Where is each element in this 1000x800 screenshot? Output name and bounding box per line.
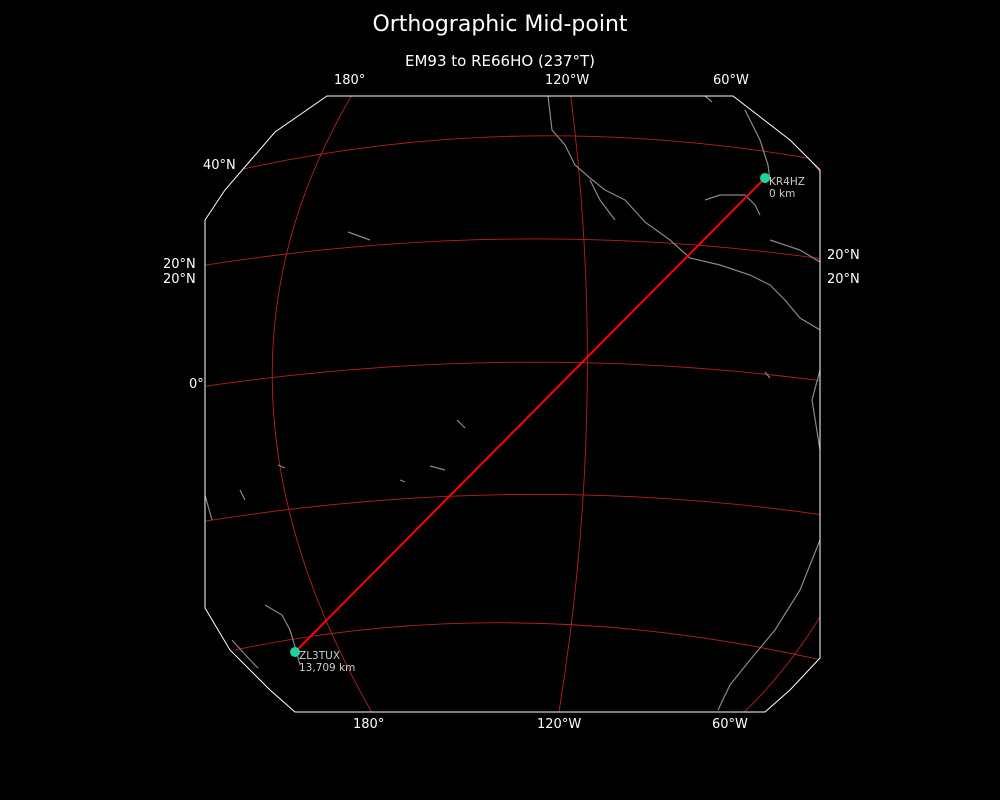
graticule: [205, 96, 820, 712]
station-call: ZL3TUX: [299, 650, 341, 662]
station-marker-kr4hz[interactable]: [760, 173, 770, 183]
lon-label-top: 180°: [334, 73, 366, 88]
map-frame: [204, 95, 821, 713]
lat-label-right: 20°N: [827, 248, 860, 263]
station-marker-zl3tux[interactable]: [290, 647, 300, 657]
lat-label-right: 20°N: [827, 272, 860, 287]
meridian-60w-top: [732, 96, 820, 186]
lat-label-left: 0°: [189, 377, 204, 392]
lat-label-left: 40°N: [203, 158, 236, 173]
station-label-kr4hz: KR4HZ 0 km: [769, 176, 805, 200]
station-call: KR4HZ: [769, 176, 805, 188]
lon-label-top: 120°W: [545, 73, 590, 88]
parallel-40s: [234, 622, 820, 663]
great-circle-path: [294, 177, 766, 653]
lat-label-left: 20°N: [163, 272, 196, 287]
lon-label-bottom: 120°W: [537, 717, 582, 732]
lat-label-left: 20°N: [163, 257, 196, 272]
station-distance: 13,709 km: [299, 662, 356, 674]
meridian-180: [271, 96, 376, 712]
meridian-60w-bottom: [737, 599, 820, 712]
lon-label-top: 60°W: [713, 73, 749, 88]
lon-label-bottom: 180°: [353, 717, 385, 732]
station-distance: 0 km: [769, 188, 796, 200]
map-subtitle: EM93 to RE66HO (237°T): [405, 52, 595, 70]
coastlines: [205, 96, 820, 711]
station-label-zl3tux: ZL3TUX 13,709 km: [299, 650, 355, 674]
lon-label-bottom: 60°W: [712, 717, 748, 732]
parallel-20s: [205, 493, 820, 523]
map-title: Orthographic Mid-point: [372, 12, 628, 37]
meridian-120w: [557, 96, 588, 712]
parallel-0: [205, 361, 820, 388]
parallel-40n: [229, 135, 820, 173]
parallel-20n: [205, 238, 820, 267]
